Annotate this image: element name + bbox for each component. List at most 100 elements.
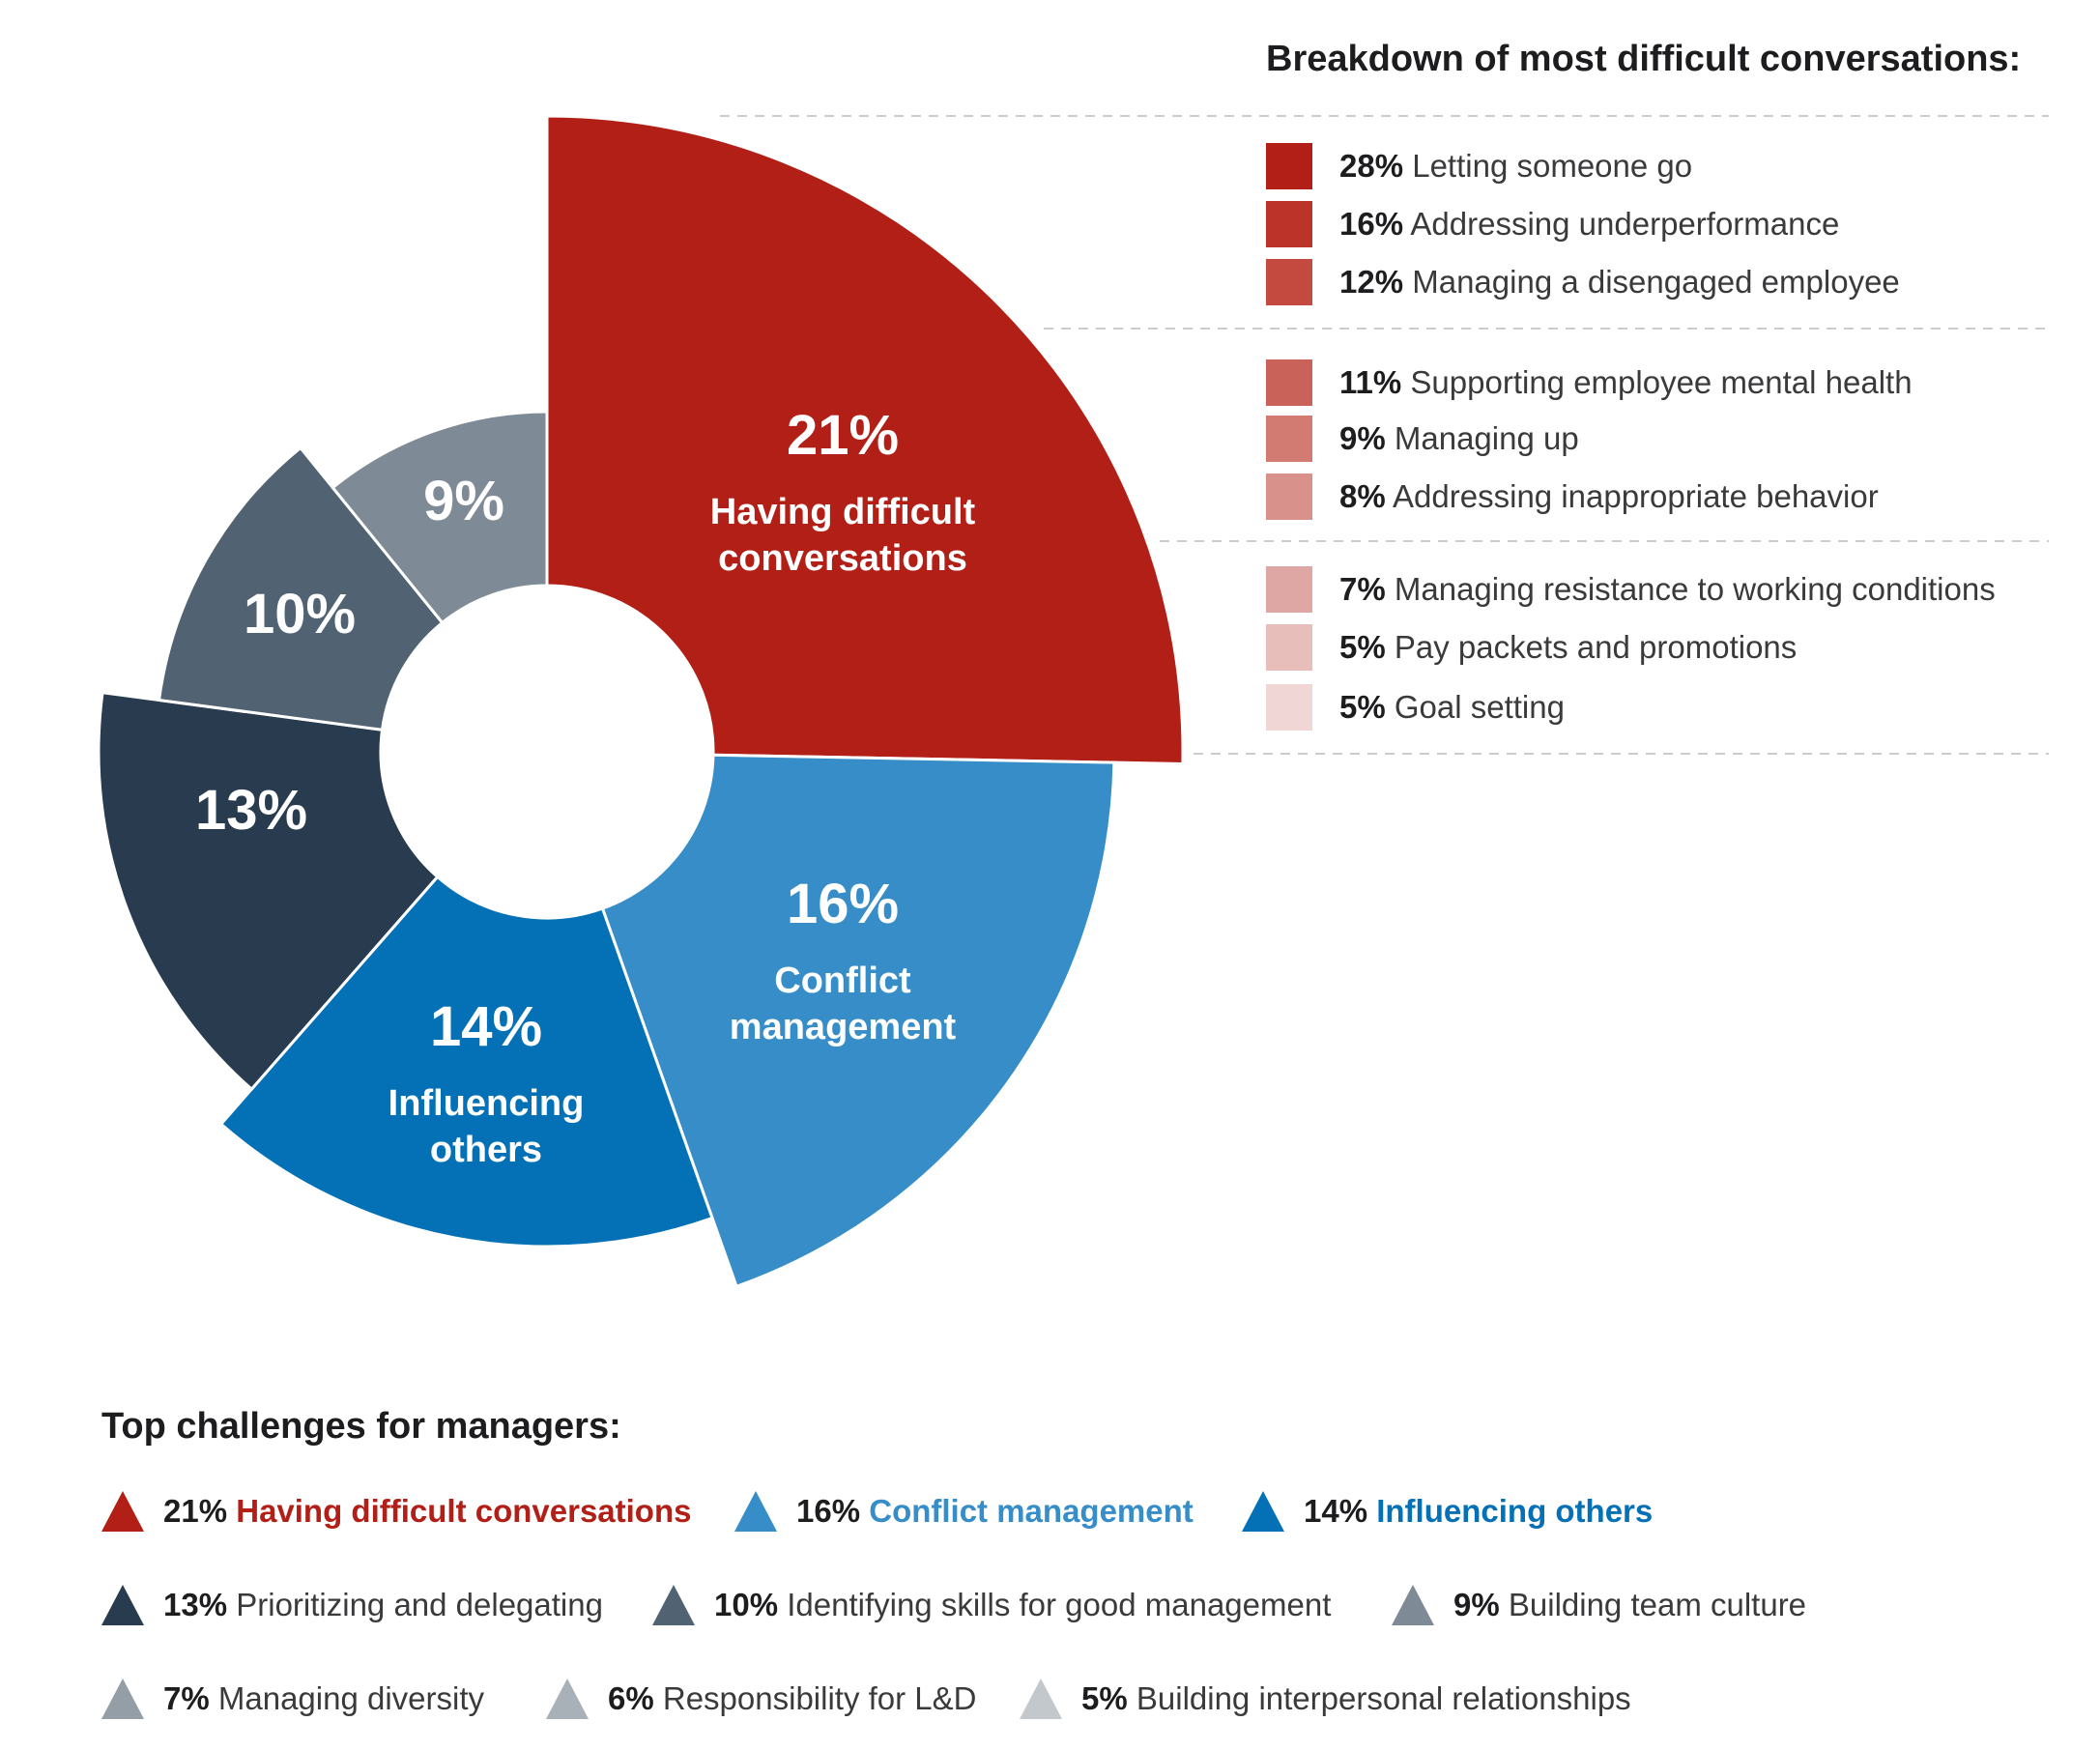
challenge-item-text: 6% Responsibility for L&D xyxy=(608,1680,977,1717)
breakdown-item-pct: 9% xyxy=(1339,420,1386,456)
legend-swatch xyxy=(1266,624,1312,671)
legend-swatch xyxy=(1266,143,1312,189)
triangle-icon xyxy=(1020,1678,1062,1719)
breakdown-item: 16% Addressing underperformance xyxy=(1266,201,1839,247)
slice-category-label: conversations xyxy=(718,538,967,579)
triangle-icon xyxy=(652,1585,695,1625)
legend-swatch xyxy=(1266,259,1312,305)
breakdown-item-label: Goal setting xyxy=(1385,689,1565,725)
breakdown-item-pct: 11% xyxy=(1339,364,1402,400)
breakdown-item: 5% Pay packets and promotions xyxy=(1266,624,1797,671)
legend-swatch xyxy=(1266,359,1312,406)
slice-percent-label: 9% xyxy=(423,470,504,532)
challenge-item: 14% Influencing others xyxy=(1242,1491,1653,1532)
triangle-icon xyxy=(546,1678,589,1719)
triangle-icon xyxy=(101,1491,144,1532)
breakdown-item-pct: 16% xyxy=(1339,206,1404,242)
breakdown-item-label: Supporting employee mental health xyxy=(1401,364,1913,400)
breakdown-item-pct: 28% xyxy=(1339,148,1404,184)
challenge-item-label: Influencing others xyxy=(1367,1493,1654,1529)
challenge-item-pct: 16% xyxy=(796,1493,861,1529)
pie-slice xyxy=(600,753,1116,1289)
slice-percent-label: 14% xyxy=(430,995,542,1058)
triangle-icon xyxy=(734,1491,777,1532)
breakdown-item-text: 16% Addressing underperformance xyxy=(1339,206,1839,243)
triangle-icon xyxy=(101,1678,144,1719)
breakdown-item-pct: 5% xyxy=(1339,689,1386,725)
challenge-item-text: 16% Conflict management xyxy=(796,1493,1194,1530)
chart-slice-labels: 21% Having difficult conversations 16% Confl… xyxy=(195,404,976,1170)
breakdown-item: 12% Managing a disengaged employee xyxy=(1266,259,1900,305)
challenge-item-pct: 6% xyxy=(608,1680,654,1716)
breakdown-dividers xyxy=(720,115,2049,755)
breakdown-item-text: 8% Addressing inappropriate behavior xyxy=(1339,478,1879,515)
pie-slice xyxy=(97,691,440,1092)
challenge-item: 21% Having difficult conversations xyxy=(101,1491,691,1532)
breakdown-item-text: 5% Pay packets and promotions xyxy=(1339,629,1797,666)
triangle-icon xyxy=(1392,1585,1434,1625)
breakdown-item: 28% Letting someone go xyxy=(1266,143,1692,189)
breakdown-item: 8% Addressing inappropriate behavior xyxy=(1266,473,1879,520)
challenge-item-text: 5% Building interpersonal relationships xyxy=(1081,1680,1631,1717)
challenge-item: 5% Building interpersonal relationships xyxy=(1020,1678,1631,1719)
breakdown-item-pct: 8% xyxy=(1339,478,1386,514)
breakdown-item-pct: 7% xyxy=(1339,571,1386,607)
challenge-item-text: 14% Influencing others xyxy=(1304,1493,1653,1530)
breakdown-item-label: Addressing underperformance xyxy=(1403,206,1840,242)
breakdown-item-label: Managing resistance to working condition… xyxy=(1385,571,1996,607)
slice-percent-label: 10% xyxy=(244,583,356,645)
breakdown-item-text: 28% Letting someone go xyxy=(1339,148,1692,185)
challenge-item-pct: 10% xyxy=(714,1587,779,1622)
slice-category-label: Conflict xyxy=(774,961,911,1001)
challenge-item-pct: 5% xyxy=(1081,1680,1128,1716)
breakdown-item: 7% Managing resistance to working condit… xyxy=(1266,566,1996,613)
breakdown-panel: Breakdown of most difficult conversation… xyxy=(1266,39,2068,731)
breakdown-item-pct: 5% xyxy=(1339,629,1386,665)
challenge-item-label: Prioritizing and delegating xyxy=(227,1587,603,1622)
breakdown-item-text: 12% Managing a disengaged employee xyxy=(1339,264,1900,301)
pie-slice xyxy=(157,445,445,732)
challenge-item-text: 13% Prioritizing and delegating xyxy=(163,1587,603,1623)
pie-slice xyxy=(331,410,549,625)
challenge-item-text: 10% Identifying skills for good manageme… xyxy=(714,1587,1331,1623)
challenge-item: 13% Prioritizing and delegating xyxy=(101,1585,603,1625)
challenge-item-pct: 13% xyxy=(163,1587,228,1622)
legend-swatch xyxy=(1266,473,1312,520)
slice-category-label: Influencing xyxy=(388,1083,585,1124)
challenge-item-label: Building interpersonal relationships xyxy=(1127,1680,1631,1716)
breakdown-item-label: Pay packets and promotions xyxy=(1385,629,1798,665)
slice-percent-label: 21% xyxy=(787,404,899,467)
triangle-icon xyxy=(1242,1491,1284,1532)
slice-category-label: Having difficult xyxy=(710,492,976,532)
challenge-item-label: Managing diversity xyxy=(209,1680,485,1716)
challenge-item-label: Responsibility for L&D xyxy=(653,1680,977,1716)
challenge-item: 6% Responsibility for L&D xyxy=(546,1678,977,1719)
breakdown-item: 11% Supporting employee mental health xyxy=(1266,359,1913,406)
legend-swatch xyxy=(1266,684,1312,731)
challenge-item-pct: 7% xyxy=(163,1680,210,1716)
challenge-item-label: Building team culture xyxy=(1499,1587,1807,1622)
slice-category-label: others xyxy=(430,1130,542,1170)
breakdown-item-pct: 12% xyxy=(1339,264,1404,300)
challenge-item-text: 9% Building team culture xyxy=(1453,1587,1806,1623)
breakdown-item-label: Letting someone go xyxy=(1403,148,1693,184)
challenge-item-pct: 9% xyxy=(1453,1587,1500,1622)
breakdown-item-text: 11% Supporting employee mental health xyxy=(1339,364,1913,401)
slice-percent-label: 16% xyxy=(787,873,899,935)
breakdown-item-text: 9% Managing up xyxy=(1339,420,1579,457)
breakdown-title: Breakdown of most difficult conversation… xyxy=(1266,39,2022,79)
pie-slice xyxy=(218,875,714,1248)
triangle-icon xyxy=(101,1585,144,1625)
breakdown-item-text: 7% Managing resistance to working condit… xyxy=(1339,571,1996,608)
breakdown-item-label: Addressing inappropriate behavior xyxy=(1385,478,1879,514)
legend-swatch xyxy=(1266,201,1312,247)
challenge-item-label: Identifying skills for good management xyxy=(778,1587,1332,1622)
challenge-item: 9% Building team culture xyxy=(1392,1585,1806,1625)
breakdown-item-text: 5% Goal setting xyxy=(1339,689,1565,726)
challenge-item: 7% Managing diversity xyxy=(101,1678,484,1719)
chart-slices xyxy=(97,114,1185,1289)
breakdown-item: 9% Managing up xyxy=(1266,416,1579,462)
legend-swatch xyxy=(1266,566,1312,613)
challenge-item-text: 7% Managing diversity xyxy=(163,1680,484,1717)
